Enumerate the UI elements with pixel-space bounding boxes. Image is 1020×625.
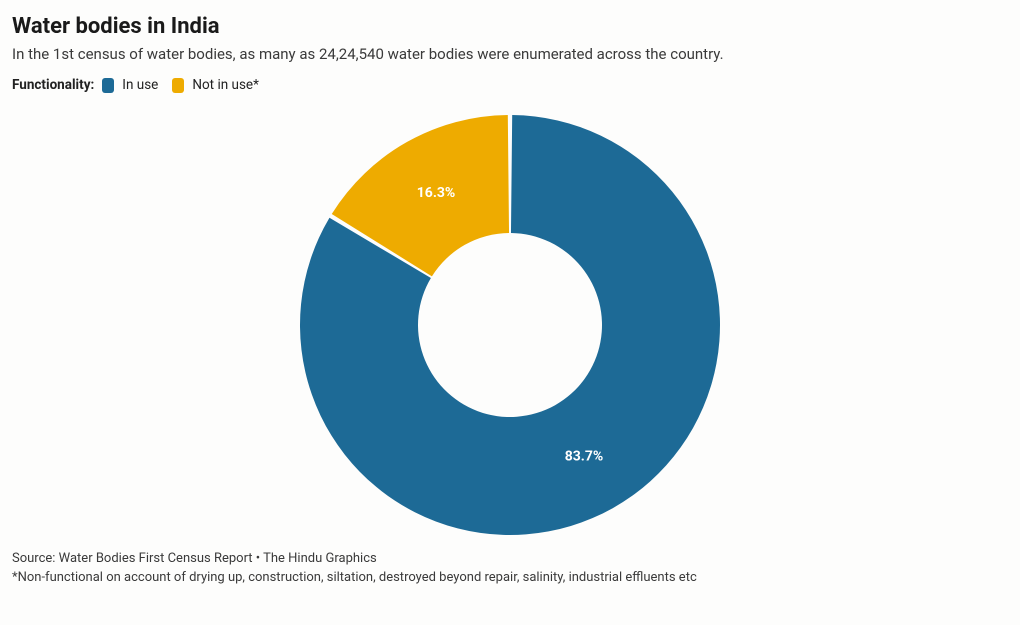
legend-swatch-1 [172, 78, 184, 93]
legend-label: Functionality: [12, 77, 94, 93]
donut-slice-label-0: 83.7% [565, 448, 604, 464]
legend-text-0: In use [122, 77, 158, 93]
donut-chart: 83.7% 16.3% [290, 105, 730, 545]
chart-title: Water bodies in India [12, 14, 1008, 39]
legend-swatch-0 [102, 78, 114, 93]
legend-text-1: Not in use* [192, 77, 259, 93]
donut-slice-label-1: 16.3% [417, 185, 456, 201]
legend: Functionality: In use Not in use* [12, 77, 1008, 93]
donut-chart-container: 83.7% 16.3% [12, 99, 1008, 547]
chart-subtitle: In the 1st census of water bodies, as ma… [12, 45, 1008, 63]
source-line: Source: Water Bodies First Census Report… [12, 551, 1008, 566]
footnote-line: *Non-functional on account of drying up,… [12, 570, 1008, 585]
